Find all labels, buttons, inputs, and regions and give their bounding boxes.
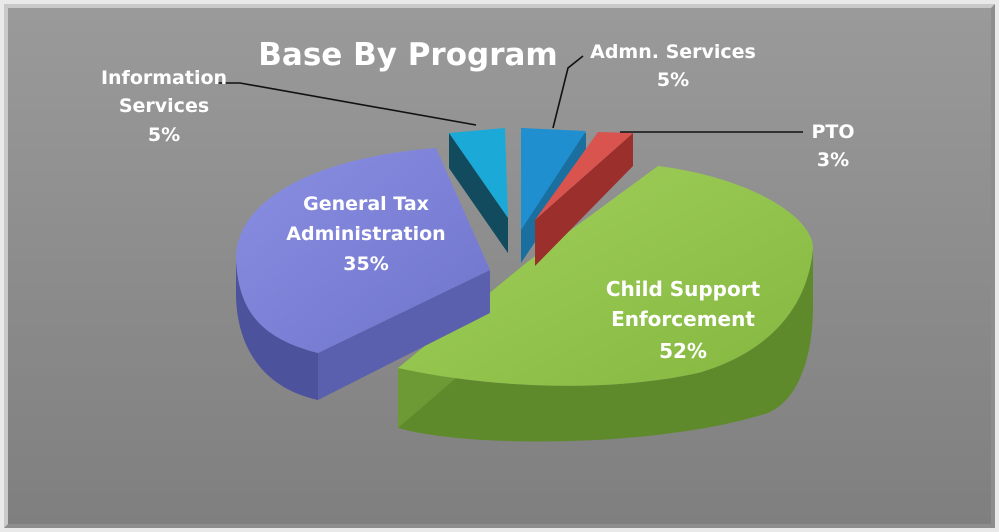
label-information-services: Information Services 5% <box>101 67 227 146</box>
slice-pto-top <box>535 132 633 220</box>
label-child-support-value: 52% <box>659 339 707 363</box>
label-general-tax-line1: General Tax <box>303 193 429 215</box>
label-information-services-value: 5% <box>148 124 180 146</box>
slice-child-support-top <box>398 166 813 386</box>
label-general-tax-value: 35% <box>343 253 388 275</box>
label-admn-services: Admn. Services 5% <box>590 41 756 91</box>
pie-chart: Base By Program Admn. Services 5% PTO 3%… <box>101 37 855 442</box>
slice-pto-side <box>535 133 633 266</box>
leader-line-information-services <box>218 82 477 126</box>
slice-general-tax-cut <box>318 270 490 400</box>
leader-line-admn-services <box>552 55 584 129</box>
slice-information-services-side2 <box>449 133 508 253</box>
slice-information-services-top <box>449 128 508 218</box>
slice-pto <box>535 132 633 266</box>
slice-information-services <box>449 128 508 253</box>
slice-general-tax-top <box>236 148 490 353</box>
label-general-tax-line2: Administration <box>286 223 445 245</box>
label-admn-services-name: Admn. Services <box>590 41 756 63</box>
chart-frame: Base By Program Admn. Services 5% PTO 3%… <box>4 4 995 528</box>
label-general-tax: General Tax Administration 35% <box>286 193 445 275</box>
label-pto-name: PTO <box>811 121 854 143</box>
label-child-support-line2: Enforcement <box>611 307 755 331</box>
label-information-services-line2: Services <box>119 95 209 117</box>
slice-general-tax <box>236 148 490 400</box>
slice-general-tax-side <box>236 258 318 400</box>
slice-admn-services-top <box>521 128 586 230</box>
label-child-support-line1: Child Support <box>606 277 761 301</box>
label-pto: PTO 3% <box>811 121 854 171</box>
label-pto-value: 3% <box>817 149 849 171</box>
chart-title: Base By Program <box>258 37 557 73</box>
slice-child-support <box>398 166 813 442</box>
label-child-support: Child Support Enforcement 52% <box>606 277 761 363</box>
label-information-services-line1: Information <box>101 67 227 89</box>
slice-child-support-side <box>398 248 813 442</box>
label-admn-services-value: 5% <box>657 69 689 91</box>
